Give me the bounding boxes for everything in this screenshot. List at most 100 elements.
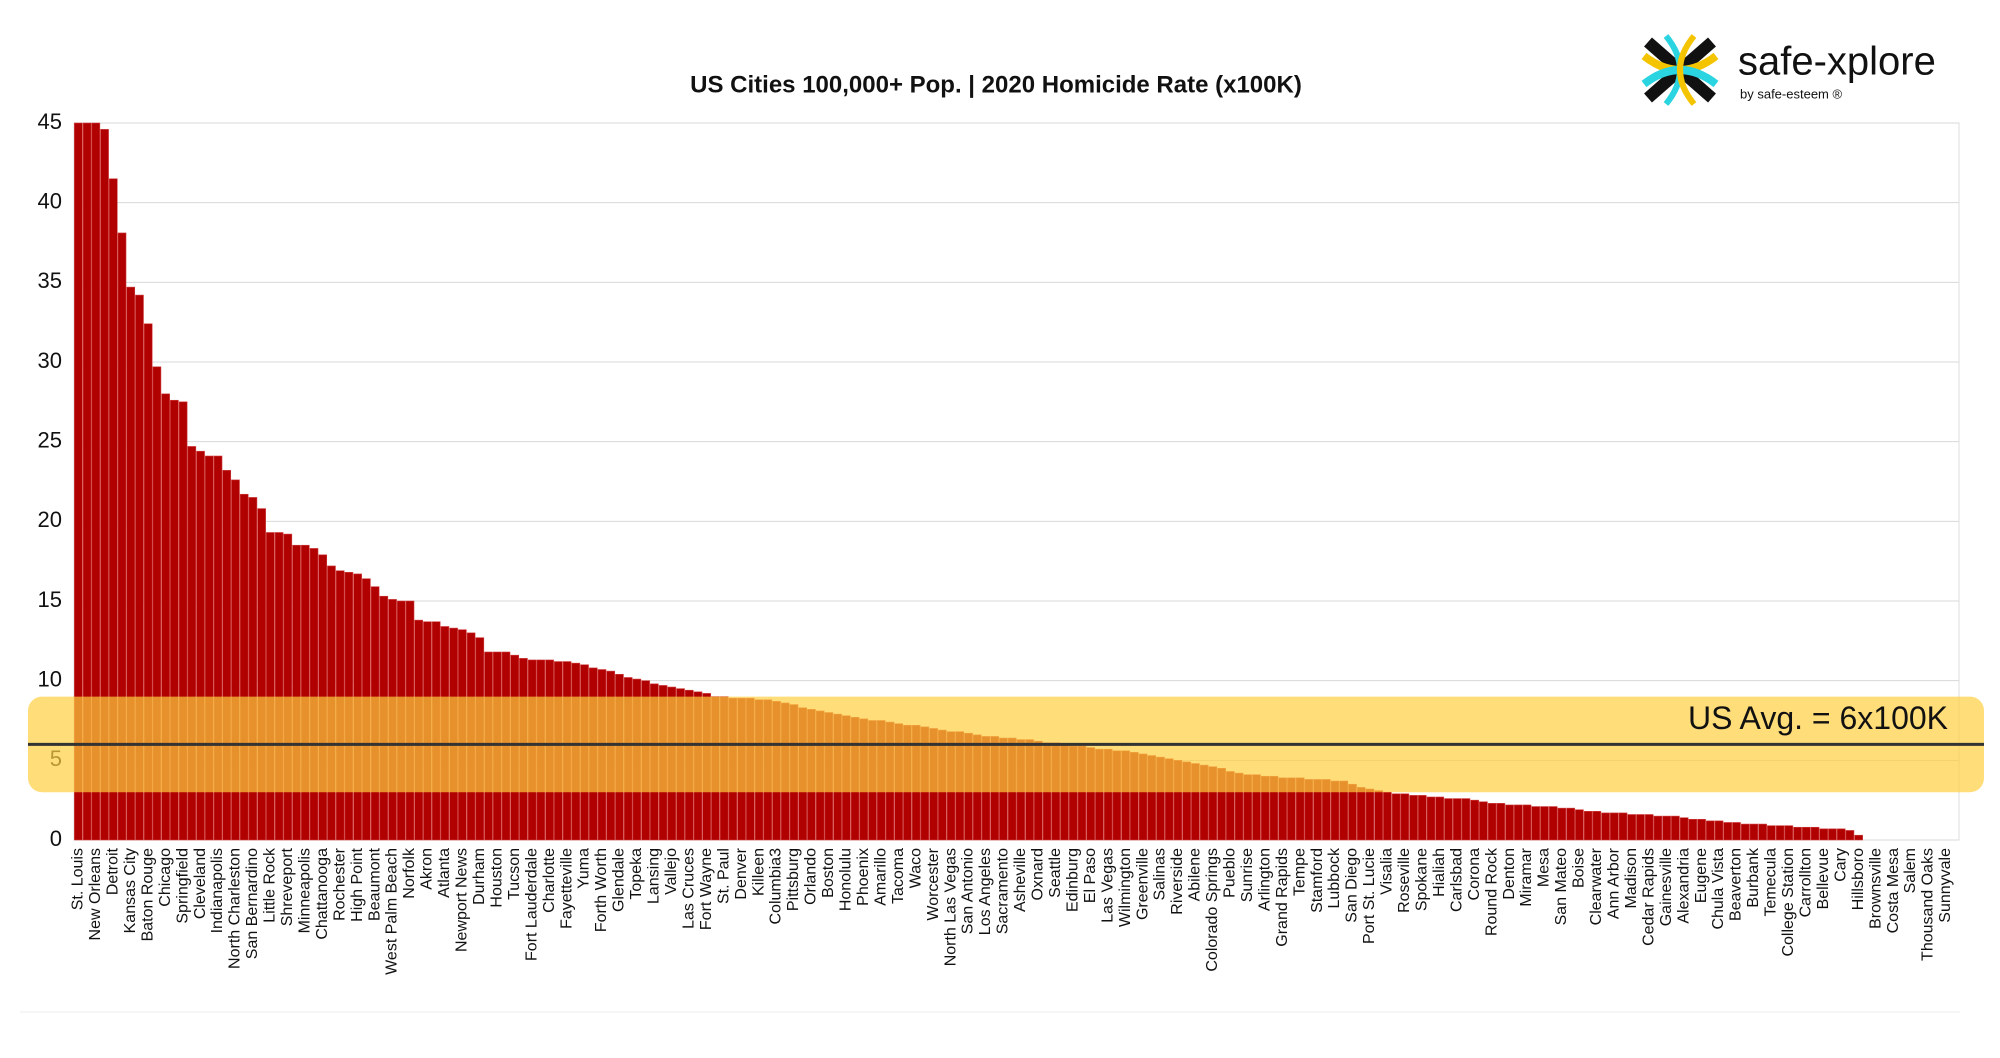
bar — [1391, 793, 1401, 841]
bar — [1828, 828, 1837, 841]
y-tick-label: 40 — [38, 188, 62, 213]
x-tick-label: Wilmington — [1117, 848, 1134, 927]
x-tick-label: Detroit — [104, 847, 121, 895]
x-tick-label: St. Louis — [70, 848, 87, 910]
x-tick-label: Las Vegas — [1099, 848, 1116, 923]
bar — [1662, 815, 1671, 841]
bar — [1697, 818, 1706, 841]
bar — [1784, 825, 1794, 841]
bar — [1627, 814, 1637, 841]
bar — [1356, 787, 1366, 841]
x-tick-label: Asheville — [1012, 848, 1029, 912]
bar — [1819, 828, 1829, 841]
x-tick-label: Clearwater — [1588, 847, 1605, 925]
x-tick-label: Madison — [1623, 848, 1640, 908]
x-tick-label: Seattle — [1047, 848, 1064, 898]
bar — [1452, 798, 1462, 841]
bar — [143, 323, 153, 841]
x-tick-label: St. Paul — [715, 848, 732, 904]
bar — [100, 129, 109, 841]
x-tick-label: Orlando — [803, 848, 820, 905]
bar — [1479, 801, 1488, 841]
bar — [135, 294, 144, 841]
x-tick-label: Fort Wayne — [698, 848, 715, 930]
bar — [1548, 806, 1558, 841]
x-tick-label: Grand Rapids — [1274, 848, 1291, 947]
x-tick-label: Houston — [488, 848, 505, 908]
x-tick-label: Topeka — [628, 848, 645, 900]
x-tick-label: Abilene — [1187, 848, 1204, 901]
x-tick-label: Kansas City — [122, 848, 139, 933]
x-tick-label: College Station — [1780, 848, 1797, 957]
x-tick-label: Lansing — [646, 848, 663, 904]
bar — [108, 178, 118, 841]
bar — [1374, 790, 1383, 841]
bar — [292, 544, 301, 841]
bar — [1557, 807, 1567, 841]
y-tick-label: 45 — [38, 109, 62, 134]
bar — [1749, 823, 1759, 841]
bar — [1671, 815, 1680, 841]
bar — [1636, 814, 1645, 841]
bar — [1723, 822, 1733, 841]
bar — [1487, 803, 1497, 841]
x-tick-label: Little Rock — [262, 847, 279, 923]
x-tick-label: Salem — [1902, 848, 1919, 893]
x-tick-label: Round Rock — [1483, 847, 1500, 936]
x-tick-label: Tempe — [1291, 848, 1308, 896]
x-tick-label: Shreveport — [279, 847, 296, 926]
bar — [1793, 826, 1802, 841]
x-tick-label: Cary — [1832, 848, 1849, 882]
x-tick-label: Sunrise — [1239, 848, 1256, 902]
x-tick-label: Spokane — [1414, 848, 1431, 911]
bar — [1409, 795, 1418, 841]
x-tick-label: Las Cruces — [680, 848, 697, 929]
x-tick-label: Mesa — [1536, 848, 1553, 887]
bar — [274, 532, 284, 841]
x-tick-label: North Las Vegas — [942, 848, 959, 966]
bar — [1566, 807, 1575, 841]
bar — [1775, 825, 1785, 841]
bar — [1513, 804, 1523, 841]
x-tick-label: Pittsburg — [785, 848, 802, 911]
x-tick-label: Brownsville — [1867, 848, 1884, 929]
x-tick-label: Fayetteville — [558, 848, 575, 929]
bar — [1679, 817, 1689, 841]
bar — [1644, 814, 1654, 841]
x-tick-label: Greenville — [1134, 848, 1151, 920]
bar — [117, 232, 127, 841]
bar — [239, 493, 249, 841]
x-tick-label: Honolulu — [838, 848, 855, 911]
x-tick-label: Stamford — [1309, 848, 1326, 913]
bar — [1417, 795, 1427, 841]
y-tick-label: 10 — [38, 666, 62, 691]
x-tick-label: Eugene — [1693, 848, 1710, 903]
bar — [1583, 811, 1593, 841]
logo-name: safe-xplore — [1738, 40, 1936, 84]
bar — [1758, 823, 1767, 841]
bar — [161, 393, 170, 841]
bar — [1592, 811, 1602, 841]
x-tick-label: Sacramento — [995, 848, 1012, 934]
bar — [1653, 815, 1663, 841]
x-tick-label: Carrollton — [1797, 848, 1814, 917]
y-tick-label: 35 — [38, 268, 62, 293]
x-tick-label: Los Angeles — [977, 848, 994, 935]
bar — [82, 122, 92, 841]
x-tick-label: Roseville — [1396, 848, 1413, 913]
x-tick-label: Riverside — [1169, 848, 1186, 915]
x-tick-label: West Palm Beach — [384, 848, 401, 975]
x-tick-label: Boston — [820, 848, 837, 898]
x-tick-label: Chicago — [157, 848, 174, 907]
x-tick-label: Denton — [1501, 848, 1518, 900]
bar — [1836, 828, 1846, 841]
bar — [204, 455, 214, 841]
x-tick-label: Minneapolis — [296, 848, 313, 933]
x-tick-label: Atlanta — [436, 848, 453, 898]
bar — [1365, 788, 1375, 841]
logo-icon — [1641, 32, 1719, 108]
x-tick-label: Tacoma — [890, 848, 907, 904]
bar — [91, 122, 101, 841]
bar — [152, 366, 162, 841]
x-tick-label: Salinas — [1152, 848, 1169, 900]
